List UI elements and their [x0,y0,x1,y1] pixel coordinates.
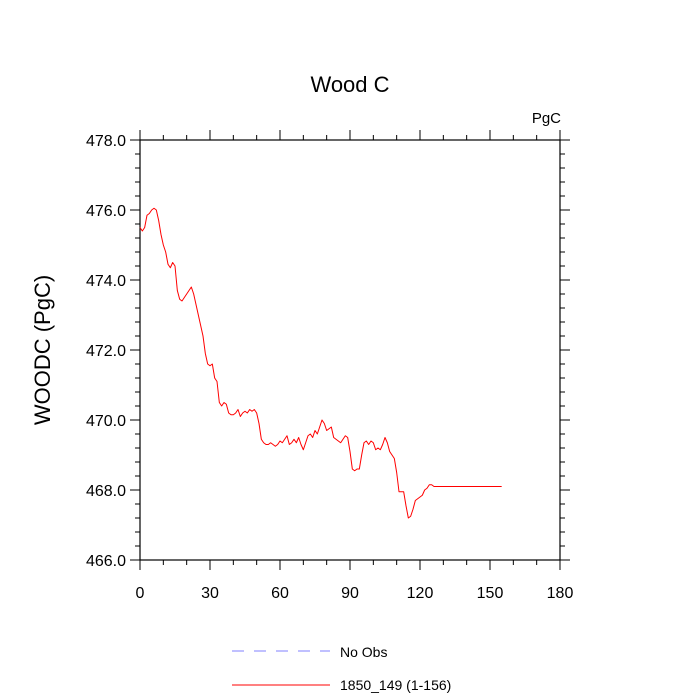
y-tick-label: 478.0 [86,133,126,150]
x-tick-label: 30 [201,585,219,602]
x-tick-label: 180 [547,585,574,602]
axis-ticks [130,130,570,570]
y-tick-label: 476.0 [86,203,126,220]
x-tick-label: 0 [136,585,145,602]
y-tick-label: 466.0 [86,553,126,570]
units-label: PgC [532,110,561,127]
x-tick-label: 60 [271,585,289,602]
legend-label-no-obs: No Obs [340,644,387,660]
chart-title: Wood C [310,72,389,97]
y-axis-label: WOODC (PgC) [30,275,55,425]
series-group [139,207,502,519]
plot-border [139,139,561,561]
legend-label-1850-149: 1850_149 (1-156) [340,677,451,693]
legend: No Obs 1850_149 (1-156) [232,644,451,693]
axis-tick-labels: 0 30 60 90 120 150 180 466.0 468.0 470.0 472.0 474.… [86,133,573,602]
y-tick-label: 472.0 [86,343,126,360]
plot-frame [139,139,561,561]
x-tick-label: 120 [407,585,434,602]
x-tick-label: 150 [477,585,504,602]
x-tick-label: 90 [341,585,359,602]
series-line-1850-149 [139,207,502,519]
y-tick-label: 468.0 [86,483,126,500]
y-tick-label: 474.0 [86,273,126,290]
y-tick-label: 470.0 [86,413,126,430]
